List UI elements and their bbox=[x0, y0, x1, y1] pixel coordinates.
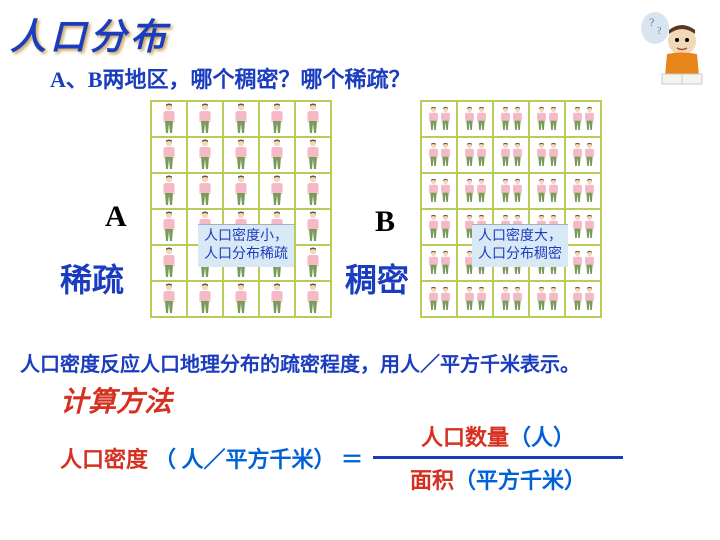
tag-a-line1: 人口密度小， bbox=[204, 229, 288, 244]
grid-cell bbox=[151, 173, 187, 209]
grid-cell bbox=[259, 101, 295, 137]
grid-cell bbox=[295, 245, 331, 281]
grid-cell bbox=[565, 173, 601, 209]
explanation-text: 人口密度反应人口地理分布的疏密程度，用人／平方千米表示。 bbox=[20, 348, 580, 377]
grid-cell bbox=[565, 209, 601, 245]
grid-cell bbox=[295, 101, 331, 137]
fraction-line bbox=[373, 456, 623, 459]
grid-cell bbox=[421, 173, 457, 209]
grid-cell bbox=[457, 173, 493, 209]
grid-cell bbox=[421, 101, 457, 137]
region-b-letter: B bbox=[375, 205, 395, 239]
grid-cell bbox=[151, 209, 187, 245]
grid-cell bbox=[421, 209, 457, 245]
grid-cell bbox=[259, 137, 295, 173]
grid-cell bbox=[493, 281, 529, 317]
formula-numerator: 人口数量（人） bbox=[421, 420, 575, 452]
question-text: A、B两地区，哪个稠密？哪个稀疏？ bbox=[50, 62, 411, 94]
grid-cell bbox=[493, 137, 529, 173]
formula-den-blue: （平方千米） bbox=[454, 468, 586, 493]
region-a-tag: 人口密度小， 人口分布稀疏 bbox=[198, 224, 294, 267]
grid-cell bbox=[529, 281, 565, 317]
grid-cell bbox=[259, 281, 295, 317]
grid-cell bbox=[529, 173, 565, 209]
grid-cell bbox=[223, 101, 259, 137]
grid-cell bbox=[151, 281, 187, 317]
formula-num-blue: （人） bbox=[509, 425, 575, 450]
grid-cell bbox=[223, 137, 259, 173]
grid-cell bbox=[565, 137, 601, 173]
grid-cell bbox=[421, 245, 457, 281]
grid-cell bbox=[421, 281, 457, 317]
grid-cell bbox=[529, 101, 565, 137]
region-a-letter: A bbox=[105, 200, 127, 234]
region-b-container bbox=[420, 100, 602, 318]
svg-text:?: ? bbox=[649, 15, 654, 29]
svg-text:?: ? bbox=[657, 26, 662, 37]
grid-cell bbox=[187, 137, 223, 173]
formula-num-red: 人口数量 bbox=[421, 425, 509, 450]
formula-fraction: 人口数量（人） 面积（平方千米） bbox=[373, 420, 623, 495]
grid-cell bbox=[493, 101, 529, 137]
grid-cell bbox=[295, 209, 331, 245]
method-title: 计算方法 bbox=[60, 380, 172, 420]
page-title: 人口分布 bbox=[10, 8, 170, 60]
formula-lhs-red: 人口密度 bbox=[60, 442, 148, 474]
tag-b-line2: 人口分布稠密 bbox=[478, 247, 562, 262]
grid-cell bbox=[493, 173, 529, 209]
grid-cell bbox=[457, 101, 493, 137]
region-b-tag: 人口密度大， 人口分布稠密 bbox=[472, 224, 568, 267]
grid-cell bbox=[295, 173, 331, 209]
mascot-illustration: ? ? bbox=[627, 6, 712, 91]
formula-lhs-blue: （ 人／平方千米） ＝ bbox=[154, 442, 363, 474]
tag-a-line2: 人口分布稀疏 bbox=[204, 247, 288, 262]
grid-cell bbox=[565, 281, 601, 317]
grid-cell bbox=[151, 101, 187, 137]
formula-den-red: 面积 bbox=[410, 468, 454, 493]
region-a-desc: 稀疏 bbox=[60, 255, 124, 301]
grid-cell bbox=[223, 173, 259, 209]
formula-lhs: 人口密度 （ 人／平方千米） ＝ bbox=[60, 442, 363, 474]
grid-cell bbox=[151, 245, 187, 281]
region-b-desc: 稠密 bbox=[345, 255, 409, 301]
grid-cell bbox=[565, 101, 601, 137]
grid-cell bbox=[223, 281, 259, 317]
grid-cell bbox=[187, 101, 223, 137]
grid-cell bbox=[457, 137, 493, 173]
formula-container: 人口密度 （ 人／平方千米） ＝ 人口数量（人） 面积（平方千米） bbox=[60, 420, 700, 495]
grid-cell bbox=[259, 173, 295, 209]
tag-b-line1: 人口密度大， bbox=[478, 229, 562, 244]
region-a-container bbox=[150, 100, 332, 318]
grid-cell bbox=[187, 173, 223, 209]
region-a-grid bbox=[150, 100, 332, 318]
grid-cell bbox=[151, 137, 187, 173]
grid-cell bbox=[187, 281, 223, 317]
grid-cell bbox=[421, 137, 457, 173]
grid-cell bbox=[565, 245, 601, 281]
region-b-grid bbox=[420, 100, 602, 318]
grid-cell bbox=[457, 281, 493, 317]
grid-cell bbox=[295, 137, 331, 173]
formula-denominator: 面积（平方千米） bbox=[410, 463, 586, 495]
grid-cell bbox=[529, 137, 565, 173]
grid-cell bbox=[295, 281, 331, 317]
